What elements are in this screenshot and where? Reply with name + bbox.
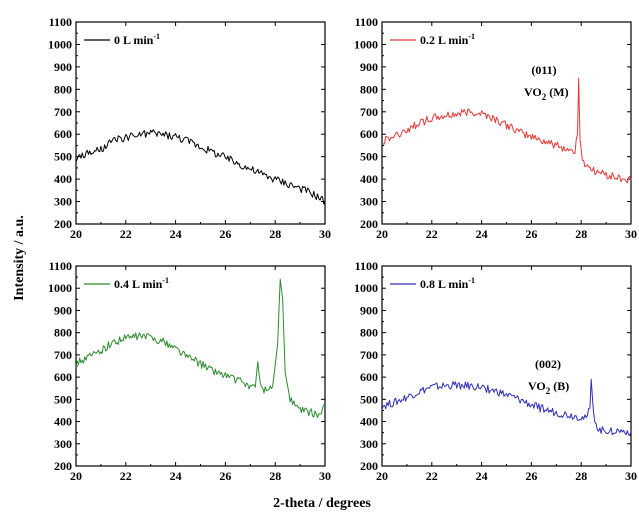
x-tick-label: 20 — [70, 469, 82, 483]
y-tick-label: 700 — [360, 348, 378, 362]
legend: 0 L min-1 — [84, 32, 160, 47]
x-tick-label: 26 — [525, 227, 537, 241]
y-tick-label: 500 — [54, 150, 72, 164]
x-tick-label: 20 — [70, 227, 82, 241]
x-tick-label: 30 — [625, 469, 637, 483]
y-tick-label: 600 — [360, 127, 378, 141]
y-tick-label: 600 — [54, 370, 72, 384]
x-tick-label: 20 — [376, 469, 388, 483]
legend-label: 0 L min-1 — [114, 32, 160, 47]
y-tick-label: 1100 — [49, 259, 72, 273]
plot-frame — [75, 21, 326, 225]
peak-miller-index: (011) — [531, 63, 556, 77]
x-tick-label: 24 — [476, 469, 488, 483]
y-tick-label: 300 — [360, 195, 378, 209]
legend: 0.8 L min-1 — [390, 276, 475, 291]
plot-frame — [381, 265, 632, 467]
x-tick-label: 22 — [426, 469, 438, 483]
x-tick-label: 30 — [319, 469, 331, 483]
peak-miller-index: (002) — [535, 357, 561, 371]
y-tick-label: 800 — [54, 82, 72, 96]
y-tick-label: 1000 — [354, 281, 378, 295]
y-tick-label: 1000 — [48, 37, 72, 51]
y-tick-label: 900 — [54, 60, 72, 74]
series-line — [381, 378, 632, 436]
y-tick-label: 1100 — [49, 15, 72, 29]
legend: 0.4 L min-1 — [84, 276, 169, 291]
x-tick-label: 28 — [269, 227, 281, 241]
y-tick-label: 400 — [54, 172, 72, 186]
legend-label: 0.4 L min-1 — [114, 276, 169, 291]
y-tick-label: 800 — [54, 326, 72, 340]
peak-annotation: (011) VO2 (M) — [524, 63, 569, 102]
y-tick-label: 600 — [360, 370, 378, 384]
y-tick-label: 1100 — [355, 259, 378, 273]
y-tick-label: 700 — [360, 105, 378, 119]
x-tick-label: 26 — [219, 227, 231, 241]
x-tick-label: 30 — [625, 227, 637, 241]
chart-panel: 200 300 400 500 600 700 800 900 1000 1100 20 22 24 26… — [354, 259, 637, 483]
y-axis-title: Intensity / a.u. — [12, 215, 27, 301]
y-tick-label: 800 — [360, 326, 378, 340]
x-tick-label: 24 — [170, 227, 182, 241]
legend: 0.2 L min-1 — [390, 32, 475, 47]
y-tick-label: 200 — [360, 459, 378, 473]
y-tick-label: 300 — [54, 437, 72, 451]
series-line — [75, 129, 326, 205]
y-tick-label: 200 — [54, 459, 72, 473]
x-tick-label: 24 — [170, 469, 182, 483]
series-line — [75, 278, 326, 419]
y-tick-label: 500 — [360, 392, 378, 406]
chart-panel: 200 300 400 500 600 700 800 900 1000 1100 20 22 24 26… — [354, 15, 637, 241]
y-tick-label: 900 — [360, 60, 378, 74]
series-line — [381, 77, 632, 184]
x-tick-label: 24 — [476, 227, 488, 241]
y-tick-label: 900 — [360, 303, 378, 317]
y-tick-label: 200 — [54, 217, 72, 231]
y-tick-label: 400 — [360, 172, 378, 186]
peak-phase-label: VO2 (M) — [524, 85, 569, 102]
y-tick-label: 500 — [54, 392, 72, 406]
peak-phase-label: VO2 (B) — [528, 379, 569, 396]
plot-frame — [75, 265, 326, 467]
y-tick-label: 1100 — [355, 15, 378, 29]
y-tick-label: 200 — [360, 217, 378, 231]
x-tick-label: 26 — [525, 469, 537, 483]
x-tick-label: 28 — [575, 469, 587, 483]
x-tick-label: 22 — [120, 469, 132, 483]
chart-panels: 200 300 400 500 600 700 800 900 1000 1100 20 22 24 26… — [48, 15, 637, 483]
y-tick-label: 400 — [360, 415, 378, 429]
y-tick-label: 300 — [54, 195, 72, 209]
y-tick-label: 800 — [360, 82, 378, 96]
y-tick-label: 500 — [360, 150, 378, 164]
x-tick-label: 22 — [426, 227, 438, 241]
y-tick-label: 400 — [54, 415, 72, 429]
y-tick-label: 1000 — [354, 37, 378, 51]
y-tick-label: 700 — [54, 348, 72, 362]
x-tick-label: 26 — [219, 469, 231, 483]
chart-panel: 200 300 400 500 600 700 800 900 1000 1100 20 22 24 26… — [48, 15, 331, 241]
legend-label: 0.8 L min-1 — [420, 276, 475, 291]
x-tick-label: 22 — [120, 227, 132, 241]
y-tick-label: 600 — [54, 127, 72, 141]
x-tick-label: 28 — [269, 469, 281, 483]
x-tick-label: 28 — [575, 227, 587, 241]
chart-panel: 200 300 400 500 600 700 800 900 1000 1100 20 22 24 26… — [48, 259, 331, 483]
peak-annotation: (002) VO2 (B) — [528, 357, 569, 396]
y-tick-label: 900 — [54, 303, 72, 317]
y-tick-label: 1000 — [48, 281, 72, 295]
legend-label: 0.2 L min-1 — [420, 32, 475, 47]
y-tick-label: 700 — [54, 105, 72, 119]
x-axis-title: 2-theta / degrees — [273, 496, 371, 511]
x-tick-label: 20 — [376, 227, 388, 241]
y-tick-label: 300 — [360, 437, 378, 451]
x-tick-label: 30 — [319, 227, 331, 241]
